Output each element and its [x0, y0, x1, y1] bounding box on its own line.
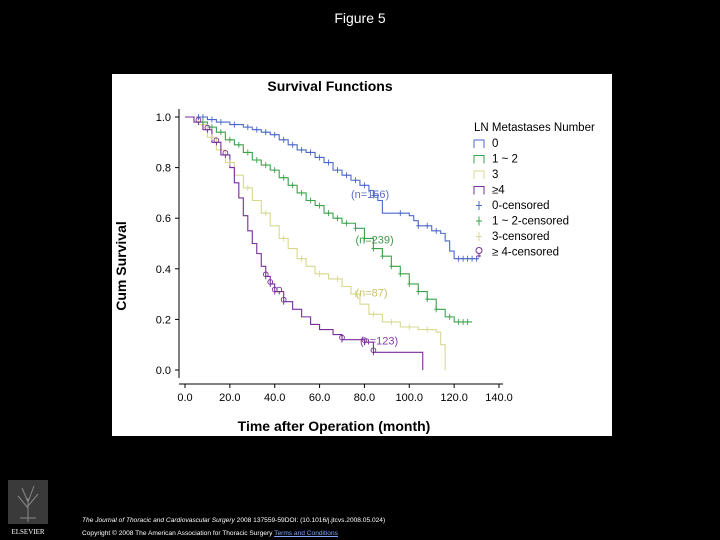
legend-label: ≥4: [492, 185, 505, 197]
y-tick-label: 0.6: [156, 213, 171, 225]
legend-line-swatch: [473, 186, 485, 195]
x-tick-label: 140.0: [485, 392, 513, 404]
survival-chart: Survival Functions 0.00.20.40.60.81.00.0…: [113, 78, 595, 434]
legend-label: 1 ~ 2: [492, 154, 518, 166]
y-tick-label: 0.0: [156, 365, 171, 377]
n-label-3: (n=87): [355, 288, 387, 300]
terms-link[interactable]: Terms and Conditions: [274, 530, 338, 537]
legend-line-swatch: [473, 170, 485, 179]
slide-title: Figure 5: [334, 10, 386, 26]
y-tick-label: 0.4: [156, 264, 171, 276]
legend-label: 0-censored: [492, 200, 550, 212]
y-axis-label: Cum Survival: [113, 221, 129, 310]
legend-label: 3-censored: [492, 231, 550, 243]
y-tick-label: 1.0: [156, 112, 171, 124]
figure-panel: Survival Functions 0.0 0.2 0.4 0.6 0.8 1.0 0.0…: [112, 74, 612, 436]
n-label-2: (n=239): [355, 235, 393, 247]
y-tick-label: 0.2: [156, 314, 171, 326]
x-tick-label: 80.0: [354, 392, 375, 404]
legend-censor-swatch: [475, 247, 483, 254]
copyright-line: Copyright © 2008 The American Associatio…: [82, 530, 338, 537]
legend-label: 3: [492, 169, 498, 181]
n-labels: (n=156) (n=239) (n=87) (n=123): [351, 189, 398, 348]
elsevier-logo: ELSEVIER: [8, 480, 48, 536]
series-line-1: [185, 116, 479, 260]
x-tick-label: 60.0: [309, 392, 330, 404]
journal-name: The Journal of Thoracic and Cardiovascul…: [82, 517, 235, 524]
x-axis-label: Time after Operation (month): [238, 418, 431, 434]
legend-label: 1 ~ 2-censored: [492, 216, 569, 228]
x-tick-label: 20.0: [219, 392, 240, 404]
legend: LN Metastases Number 0 1 ~ 2 3 ≥4 0-censored 1…: [473, 122, 595, 259]
legend-label: ≥ 4-censored: [492, 247, 559, 259]
publisher-name: ELSEVIER: [11, 528, 44, 536]
citation-line: The Journal of Thoracic and Cardiovascul…: [82, 517, 385, 524]
x-tick-label: 0.0: [177, 392, 192, 404]
series-line-2: [185, 116, 473, 323]
legend-line-swatch: [473, 139, 485, 148]
censor-marks: [195, 114, 479, 356]
n-label-1: (n=156): [351, 189, 389, 201]
legend-line-swatch: [473, 155, 485, 164]
chart-title: Survival Functions: [267, 78, 392, 94]
x-tick-label: 40.0: [264, 392, 285, 404]
series-lines: [185, 116, 479, 370]
legend-label: 0: [492, 138, 498, 150]
n-label-4: (n=123): [360, 336, 398, 348]
x-tick-label: 100.0: [396, 392, 424, 404]
axes: 0.0 0.2 0.4 0.6 0.8 1.0 0.0 20.0 40.0 60.0 80.0 100…: [156, 109, 513, 404]
copyright-text: Copyright © 2008 The American Associatio…: [82, 530, 275, 537]
y-tick-label: 0.8: [156, 163, 171, 175]
x-tick-label: 120.0: [440, 392, 468, 404]
legend-title: LN Metastases Number: [474, 122, 595, 134]
citation-reference: 2008 137559-59DOI: (10.1016/j.jtcvs.2008…: [234, 517, 386, 524]
